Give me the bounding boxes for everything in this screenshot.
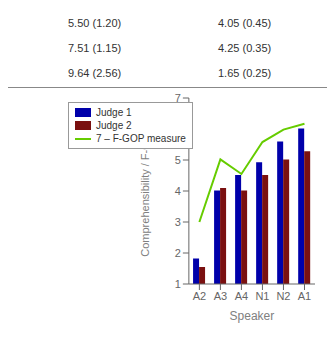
html-text:7.51 (1.15): 7.51 (1.15) bbox=[68, 41, 122, 54]
svg-text:Comprehensibility / F-GOP: Comprehensibility / F-GOP bbox=[139, 125, 151, 256]
svg-text:N1: N1 bbox=[255, 290, 269, 302]
html-text:4.05 (0.45): 4.05 (0.45) bbox=[218, 16, 272, 29]
html-text:4.25 (0.35): 4.25 (0.35) bbox=[218, 41, 272, 54]
html-text:9.64 (2.56): 9.64 (2.56) bbox=[68, 66, 122, 79]
html-text:1.65 (0.25): 1.65 (0.25) bbox=[218, 66, 272, 79]
html-text:5.50 (1.20): 5.50 (1.20) bbox=[68, 16, 122, 29]
svg-text:Speaker: Speaker bbox=[230, 309, 275, 323]
html-text:7 – F-GOP measure: 7 – F-GOP measure bbox=[96, 133, 186, 144]
svg-text:N2: N2 bbox=[276, 290, 290, 302]
svg-text:5: 5 bbox=[175, 154, 181, 166]
svg-text:1: 1 bbox=[175, 278, 181, 290]
svg-text:4: 4 bbox=[175, 185, 181, 197]
svg-text:3: 3 bbox=[175, 216, 181, 228]
html-text:Judge 1: Judge 1 bbox=[96, 107, 132, 118]
svg-text:A4: A4 bbox=[235, 290, 248, 302]
svg-text:A3: A3 bbox=[214, 290, 227, 302]
svg-text:A1: A1 bbox=[298, 290, 311, 302]
svg-text:A2: A2 bbox=[193, 290, 206, 302]
svg-text:7: 7 bbox=[175, 92, 181, 104]
svg-text:6: 6 bbox=[175, 123, 181, 135]
svg-text:2: 2 bbox=[175, 247, 181, 259]
html-text:Judge 2: Judge 2 bbox=[96, 120, 132, 131]
